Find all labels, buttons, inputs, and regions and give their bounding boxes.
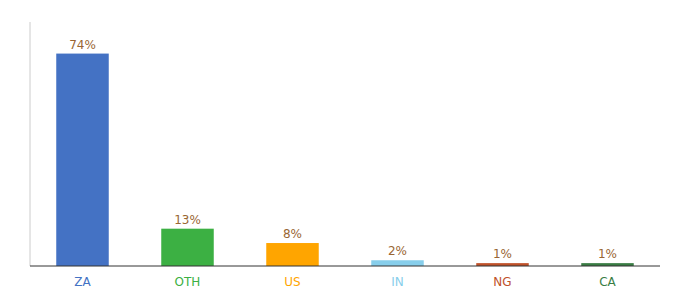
- x-tick-label: ZA: [74, 275, 91, 289]
- x-tick-label: IN: [391, 275, 404, 289]
- data-label: 74%: [69, 38, 96, 52]
- bar: [371, 260, 424, 266]
- chart-container: 74% 13% 8% 2% 1% 1% ZA OTH US IN NG CA: [0, 0, 680, 300]
- x-tick-label: NG: [493, 275, 511, 289]
- x-tick-label: OTH: [175, 275, 201, 289]
- bar: [56, 54, 109, 266]
- data-label: 13%: [174, 213, 201, 227]
- data-label: 2%: [388, 244, 407, 258]
- data-label: 8%: [283, 227, 302, 241]
- bar: [161, 229, 214, 266]
- x-tick-label: CA: [599, 275, 616, 289]
- data-label: 1%: [598, 247, 617, 261]
- x-tick-label: US: [284, 275, 300, 289]
- x-axis-line: [30, 266, 660, 267]
- chart-svg: 74% 13% 8% 2% 1% 1% ZA OTH US IN NG CA: [0, 0, 680, 300]
- bars: [56, 54, 634, 266]
- bar: [266, 243, 319, 266]
- data-label: 1%: [493, 247, 512, 261]
- y-axis-line: [30, 22, 31, 266]
